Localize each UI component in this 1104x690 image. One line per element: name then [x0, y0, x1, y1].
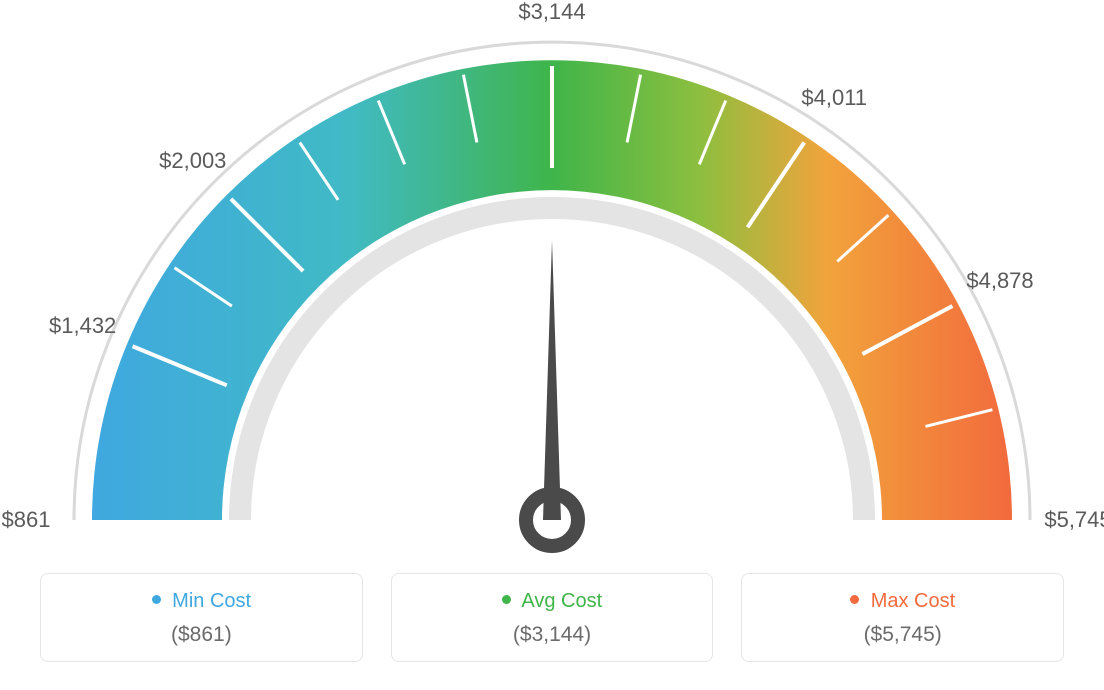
- legend-row: Min Cost ($861) Avg Cost ($3,144) Max Co…: [40, 573, 1064, 662]
- gauge-tick-label: $861: [2, 507, 51, 533]
- legend-max-label: Max Cost: [871, 590, 955, 612]
- gauge-tick-label: $4,878: [966, 268, 1033, 294]
- legend-max-title: Max Cost: [752, 590, 1053, 613]
- gauge-tick-label: $4,011: [801, 85, 867, 111]
- legend-card-min: Min Cost ($861): [40, 573, 363, 662]
- legend-card-max: Max Cost ($5,745): [741, 573, 1064, 662]
- legend-avg-title: Avg Cost: [402, 590, 703, 613]
- gauge-area: $861 $1,432 $2,003 $3,144 $4,011 $4,878 $5,745: [0, 0, 1104, 560]
- legend-min-title: Min Cost: [51, 590, 352, 613]
- legend-avg-dot: [502, 595, 511, 604]
- legend-min-label: Min Cost: [172, 590, 251, 612]
- legend-max-value: ($5,745): [752, 623, 1053, 647]
- gauge-tick-label: $5,745: [1044, 507, 1104, 533]
- legend-avg-value: ($3,144): [402, 623, 703, 647]
- legend-avg-label: Avg Cost: [521, 590, 602, 612]
- legend-card-avg: Avg Cost ($3,144): [391, 573, 714, 662]
- gauge-tick-label: $2,003: [159, 148, 226, 174]
- gauge-svg: [0, 0, 1104, 560]
- gauge-tick-label: $1,432: [49, 313, 116, 339]
- legend-min-value: ($861): [51, 623, 352, 647]
- legend-max-dot: [850, 595, 859, 604]
- gauge-tick-label: $3,144: [518, 0, 585, 25]
- cost-gauge-container: $861 $1,432 $2,003 $3,144 $4,011 $4,878 $5,745…: [0, 0, 1104, 690]
- legend-min-dot: [152, 595, 161, 604]
